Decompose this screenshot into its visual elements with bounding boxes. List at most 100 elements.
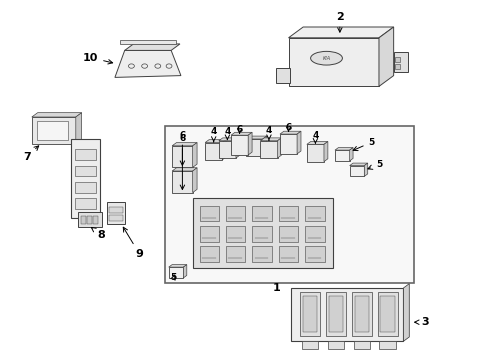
Polygon shape bbox=[76, 113, 81, 144]
Bar bbox=[278, 226, 298, 242]
Bar bbox=[305, 246, 324, 262]
Text: 8: 8 bbox=[91, 228, 105, 240]
Polygon shape bbox=[245, 136, 266, 139]
Bar bbox=[219, 141, 236, 158]
Polygon shape bbox=[192, 143, 197, 167]
Bar bbox=[379, 341, 395, 349]
Text: KIA: KIA bbox=[322, 56, 330, 61]
Bar bbox=[252, 226, 271, 242]
Bar bbox=[299, 292, 320, 336]
Text: 5: 5 bbox=[170, 274, 176, 282]
Polygon shape bbox=[279, 131, 300, 134]
Bar bbox=[327, 341, 343, 349]
Polygon shape bbox=[263, 136, 266, 156]
Bar bbox=[260, 141, 277, 158]
Bar bbox=[252, 206, 271, 221]
Bar bbox=[199, 226, 219, 242]
Bar bbox=[225, 246, 245, 262]
Polygon shape bbox=[192, 168, 197, 193]
Polygon shape bbox=[236, 138, 240, 158]
Polygon shape bbox=[296, 131, 300, 154]
Text: 5: 5 bbox=[352, 138, 374, 150]
Bar bbox=[172, 146, 192, 167]
Bar bbox=[120, 40, 176, 44]
Polygon shape bbox=[168, 265, 186, 267]
Bar bbox=[394, 57, 399, 62]
Polygon shape bbox=[222, 140, 225, 160]
Bar bbox=[109, 215, 122, 221]
Bar bbox=[306, 144, 323, 162]
Polygon shape bbox=[378, 27, 393, 86]
Bar bbox=[75, 166, 96, 176]
Polygon shape bbox=[183, 265, 186, 278]
Bar bbox=[353, 341, 369, 349]
Bar bbox=[172, 171, 192, 193]
Polygon shape bbox=[349, 163, 367, 166]
Text: 4: 4 bbox=[210, 127, 217, 142]
Text: 6: 6 bbox=[179, 134, 185, 189]
Polygon shape bbox=[334, 148, 352, 150]
Polygon shape bbox=[172, 168, 197, 171]
Bar bbox=[279, 134, 297, 154]
Bar bbox=[193, 198, 332, 268]
Bar bbox=[81, 216, 85, 224]
Text: 3: 3 bbox=[414, 317, 428, 327]
Polygon shape bbox=[364, 163, 367, 176]
Text: 9: 9 bbox=[123, 227, 143, 259]
Bar bbox=[325, 292, 346, 336]
Bar bbox=[32, 117, 76, 144]
Bar bbox=[305, 226, 324, 242]
Bar bbox=[278, 206, 298, 221]
Bar bbox=[205, 143, 222, 160]
Text: 1: 1 bbox=[272, 283, 280, 293]
Bar bbox=[328, 296, 343, 332]
Polygon shape bbox=[260, 138, 281, 141]
Bar bbox=[230, 135, 247, 155]
Bar bbox=[351, 292, 371, 336]
Polygon shape bbox=[277, 138, 281, 158]
Polygon shape bbox=[124, 44, 180, 50]
Text: 4: 4 bbox=[265, 126, 272, 140]
Bar bbox=[301, 341, 317, 349]
Text: 6: 6 bbox=[285, 123, 291, 132]
Bar bbox=[93, 216, 98, 224]
Polygon shape bbox=[230, 132, 252, 135]
Bar bbox=[394, 64, 399, 69]
Bar bbox=[288, 38, 378, 86]
Text: 6: 6 bbox=[179, 131, 185, 165]
Polygon shape bbox=[306, 141, 327, 144]
Bar bbox=[106, 202, 125, 224]
Text: 10: 10 bbox=[82, 53, 112, 64]
Text: 2: 2 bbox=[335, 12, 343, 32]
Bar bbox=[165, 126, 413, 283]
Polygon shape bbox=[115, 50, 181, 77]
Bar bbox=[276, 68, 289, 83]
Bar bbox=[75, 182, 96, 193]
Bar bbox=[225, 226, 245, 242]
Bar bbox=[75, 198, 96, 209]
Polygon shape bbox=[288, 27, 393, 38]
Polygon shape bbox=[349, 148, 352, 161]
Text: 6: 6 bbox=[236, 125, 242, 134]
Bar bbox=[302, 296, 317, 332]
Polygon shape bbox=[205, 140, 225, 143]
Bar bbox=[75, 149, 96, 160]
Polygon shape bbox=[32, 113, 81, 117]
Bar bbox=[37, 121, 68, 140]
Bar bbox=[245, 139, 263, 156]
Bar bbox=[252, 246, 271, 262]
Bar bbox=[278, 246, 298, 262]
Bar bbox=[109, 207, 122, 213]
Text: 7: 7 bbox=[23, 146, 39, 162]
Polygon shape bbox=[323, 141, 327, 162]
Text: 5: 5 bbox=[367, 160, 381, 169]
Text: 4: 4 bbox=[311, 131, 318, 143]
Bar bbox=[354, 296, 368, 332]
Text: 4: 4 bbox=[224, 127, 230, 139]
Bar bbox=[377, 292, 397, 336]
Bar bbox=[305, 206, 324, 221]
Bar bbox=[349, 166, 364, 176]
Bar bbox=[225, 206, 245, 221]
Bar bbox=[168, 267, 183, 278]
Bar bbox=[71, 139, 100, 218]
